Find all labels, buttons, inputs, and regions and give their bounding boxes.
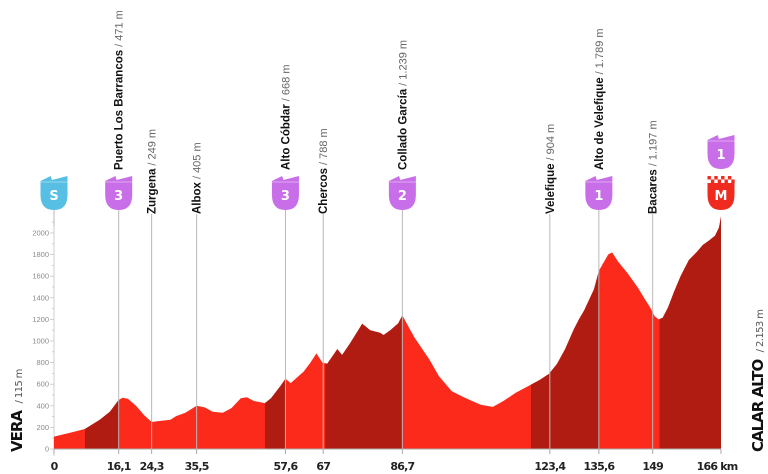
- waypoint-altitude: / 1.789 m: [594, 28, 606, 74]
- waypoint-label: Puerto Los Barrancos / 471 m: [114, 10, 126, 170]
- waypoint-label: Chercos / 788 m: [318, 128, 330, 214]
- x-tick-label: 123,4: [534, 460, 566, 473]
- finish-town-name: CALAR ALTO: [749, 360, 767, 452]
- waypoint-name: Albox: [192, 181, 204, 214]
- waypoint-altitude: / 1.197 m: [648, 120, 660, 166]
- x-tick-label: 67: [316, 460, 330, 473]
- climb-category-badge-icon: 3: [105, 176, 133, 210]
- waypoint-label: Alto de Velefique / 1.789 m: [594, 28, 606, 170]
- waypoint-town: Albox / 405 m: [192, 142, 204, 449]
- badge-label: 3: [114, 189, 123, 204]
- waypoint-start: S: [40, 176, 68, 226]
- waypoint-name: Zurgena: [147, 168, 159, 214]
- finish-town-label: CALAR ALTO / 2.153 m: [749, 310, 767, 452]
- waypoint-finish: M1: [707, 135, 735, 210]
- x-tick-label: 149: [642, 460, 663, 473]
- y-tick-label: 0: [45, 445, 49, 454]
- waypoint-label: Alto Cóbdar / 668 m: [280, 65, 292, 171]
- x-axis: 0 16,1 24,3 35,5 57,6 67 86,7 123,4 135,6 149 166 …: [51, 449, 739, 473]
- badge-label: 1: [594, 189, 603, 204]
- waypoint-label: Velefique / 904 m: [545, 124, 557, 214]
- y-tick-label: 2000: [32, 229, 49, 238]
- waypoint-name: Collado García: [397, 88, 409, 170]
- badge-label: 1: [716, 148, 725, 163]
- x-tick-label: 166 km: [697, 460, 738, 473]
- y-axis: 0 200 400 600 800 1000 1200 1400 1600 1800 2000: [32, 221, 55, 456]
- waypoint-name: Velefique: [545, 164, 557, 215]
- waypoint-climb: 2 Collado García / 1.239 m: [388, 40, 416, 449]
- x-tick-label: 0: [51, 460, 59, 473]
- waypoint-altitude: / 668 m: [280, 65, 292, 102]
- waypoint-name: Alto Cóbdar: [280, 104, 292, 170]
- finish-town-altitude: / 2.153 m: [755, 310, 766, 353]
- y-tick-label: 1000: [32, 337, 49, 346]
- y-tick-label: 600: [36, 380, 49, 389]
- waypoint-label: Albox / 405 m: [192, 142, 204, 214]
- waypoint-name: Alto de Velefique: [594, 77, 606, 170]
- waypoint-climb: 3 Alto Cóbdar / 668 m: [271, 65, 299, 449]
- climb-category-badge-icon: 1: [585, 176, 613, 210]
- x-tick-label: 135,6: [583, 460, 615, 473]
- waypoint-climb: 3 Puerto Los Barrancos / 471 m: [105, 10, 133, 449]
- badge-label: M: [715, 189, 728, 204]
- waypoint-label: Bacares / 1.197 m: [648, 120, 660, 214]
- x-tick-label: 57,6: [273, 460, 298, 473]
- waypoint-markers: S 3 Puerto Los Barrancos / 471 m Zurgena / 24…: [40, 10, 735, 449]
- waypoint-town: Zurgena / 249 m: [147, 129, 159, 449]
- waypoint-town: Velefique / 904 m: [545, 124, 557, 449]
- start-town-altitude: / 115 m: [14, 369, 25, 403]
- y-tick-label: 200: [36, 423, 49, 432]
- start-badge-icon: S: [40, 176, 68, 210]
- start-finish-labels: VERA / 115 m CALAR ALTO / 2.153 m: [8, 310, 767, 452]
- waypoint-town: Chercos / 788 m: [318, 128, 330, 449]
- climb-category-badge-icon: 3: [271, 176, 299, 210]
- waypoint-name: Chercos: [318, 168, 330, 214]
- waypoint-name: Puerto Los Barrancos: [114, 50, 126, 170]
- climb-category-badge-icon: 1: [707, 135, 735, 169]
- waypoint-altitude: / 788 m: [318, 128, 330, 165]
- waypoint-altitude: / 405 m: [192, 142, 204, 179]
- waypoint-altitude: / 249 m: [147, 129, 159, 166]
- y-tick-label: 800: [36, 358, 49, 367]
- y-tick-label: 1400: [32, 293, 49, 302]
- x-tick-label: 86,7: [390, 460, 414, 473]
- x-tick-label: 24,3: [140, 460, 164, 473]
- waypoint-climb: 1 Alto de Velefique / 1.789 m: [585, 28, 613, 449]
- y-tick-label: 1200: [32, 315, 49, 324]
- badge-label: 2: [398, 189, 407, 204]
- x-tick-label: 35,5: [185, 460, 209, 473]
- climb-category-badge-icon: 2: [388, 176, 416, 210]
- waypoint-label: Zurgena / 249 m: [147, 129, 159, 214]
- x-tick-label: 16,1: [107, 460, 131, 473]
- waypoint-town: Bacares / 1.197 m: [648, 120, 660, 449]
- y-tick-label: 1600: [32, 272, 49, 281]
- start-town-label: VERA / 115 m: [8, 369, 26, 452]
- badge-label: S: [49, 189, 58, 204]
- y-tick-label: 400: [36, 401, 49, 410]
- finish-badge-icon: M: [707, 176, 735, 210]
- y-tick-label: 1800: [32, 250, 49, 259]
- waypoint-altitude: / 1.239 m: [397, 40, 409, 86]
- waypoint-altitude: / 471 m: [114, 10, 126, 47]
- waypoint-altitude: / 904 m: [545, 124, 557, 161]
- waypoint-label: Collado García / 1.239 m: [397, 40, 409, 170]
- start-town-name: VERA: [8, 410, 26, 452]
- waypoint-name: Bacares: [648, 169, 660, 214]
- badge-label: 3: [281, 189, 290, 204]
